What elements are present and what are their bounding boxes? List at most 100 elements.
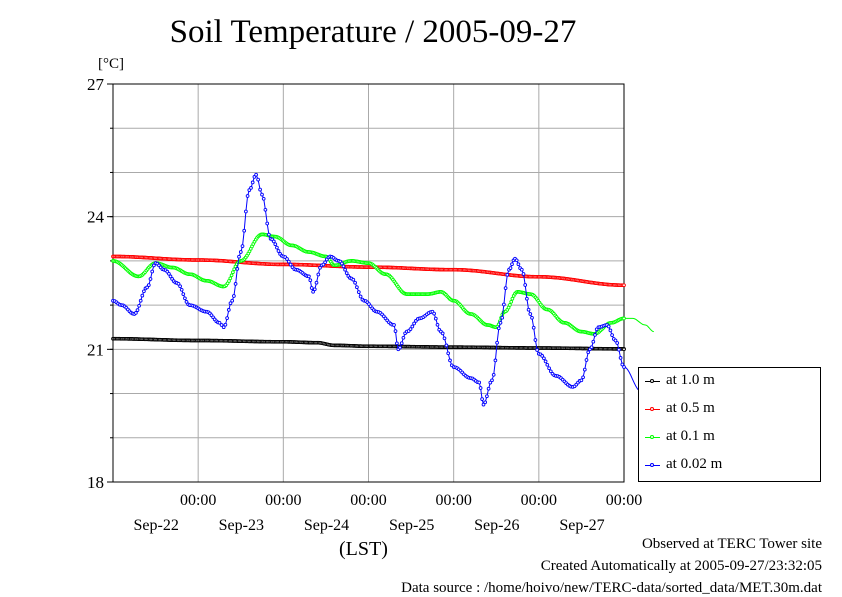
data-point — [358, 294, 363, 299]
data-point — [540, 354, 545, 358]
data-point — [579, 378, 584, 383]
data-point — [265, 221, 270, 226]
data-point — [254, 172, 258, 177]
y-tick-label: 24 — [87, 208, 105, 227]
data-point — [181, 292, 186, 296]
data-point — [150, 269, 155, 274]
legend-item-0-02m: at 0.02 m — [645, 456, 815, 476]
data-point — [412, 321, 416, 326]
data-point — [230, 298, 235, 303]
data-point — [145, 285, 149, 290]
data-point — [323, 260, 327, 265]
x-tick-time-label: 00:00 — [350, 492, 386, 509]
data-point — [312, 287, 317, 292]
data-point — [260, 192, 264, 197]
data-point — [356, 290, 361, 294]
x-tick-date-label: Sep-25 — [389, 517, 434, 534]
data-point — [545, 362, 550, 367]
data-point — [519, 267, 524, 272]
data-point — [245, 194, 250, 198]
data-point — [343, 267, 347, 272]
y-tick-label: 21 — [87, 340, 104, 359]
data-point — [478, 386, 483, 390]
data-point — [314, 280, 319, 285]
data-point — [228, 276, 233, 281]
data-point — [498, 320, 503, 325]
data-point — [617, 347, 621, 352]
y-axis-unit-label: [°C] — [98, 56, 124, 72]
data-point — [442, 336, 447, 341]
data-point — [311, 289, 315, 294]
data-point — [316, 272, 321, 277]
data-point — [502, 302, 506, 307]
data-point — [533, 338, 538, 342]
data-point — [238, 250, 243, 254]
data-point — [351, 277, 356, 282]
data-point — [288, 262, 293, 267]
data-point — [521, 272, 526, 276]
legend-label: at 0.1 m — [666, 428, 715, 444]
x-tick-date-label: Sep-22 — [134, 517, 179, 534]
data-point — [528, 312, 533, 316]
data-point — [491, 372, 496, 377]
data-point — [505, 272, 510, 277]
data-point — [496, 326, 501, 331]
data-point — [232, 294, 236, 298]
chart-title: Soil Temperature / 2005-09-27 — [169, 14, 577, 50]
data-point — [523, 283, 528, 287]
data-point — [226, 308, 231, 312]
data-point — [142, 289, 146, 294]
data-point — [586, 350, 591, 355]
x-tick-date-label: Sep-26 — [474, 517, 519, 534]
data-point — [584, 358, 589, 362]
data-point — [235, 267, 240, 271]
data-point — [622, 316, 626, 321]
data-point — [137, 303, 141, 308]
x-tick-time-label: 00:00 — [606, 492, 642, 509]
x-tick-time-label: 00:00 — [180, 492, 216, 509]
data-point — [275, 245, 279, 250]
data-point — [240, 244, 245, 248]
data-point — [168, 274, 173, 279]
data-point — [582, 367, 587, 372]
data-point — [309, 286, 314, 290]
data-point — [263, 207, 268, 212]
footer-source: Data source : /home/hoivo/new/TERC-data/… — [401, 580, 822, 596]
data-point — [152, 263, 156, 268]
footer-created: Created Automatically at 2005-09-27/23:3… — [540, 558, 822, 574]
data-point — [530, 315, 534, 320]
data-point — [446, 351, 451, 356]
data-point — [525, 296, 529, 301]
data-point — [148, 277, 153, 281]
data-point — [490, 378, 494, 383]
legend-label: at 0.02 m — [666, 456, 723, 472]
data-point — [448, 358, 452, 363]
data-point — [485, 394, 489, 399]
footer-observed: Observed at TERC Tower site — [641, 536, 822, 552]
data-point — [242, 228, 247, 233]
legend-item-1m: at 1.0 m — [645, 372, 815, 392]
data-point — [510, 296, 515, 301]
data-point — [526, 307, 531, 312]
x-tick-date-label: Sep-23 — [219, 517, 264, 534]
data-point — [516, 262, 521, 267]
data-point — [543, 359, 548, 364]
data-point — [486, 386, 491, 391]
legend: at 1.0 m at 0.5 m at 0.1 m at 0.02 m — [638, 367, 821, 482]
x-axis-label: (LST) — [339, 538, 388, 560]
data-point — [273, 242, 278, 247]
data-point — [433, 316, 438, 321]
data-point — [146, 283, 151, 287]
data-point — [481, 402, 486, 407]
legend-label: at 0.5 m — [666, 400, 715, 416]
legend-item-0-5m: at 0.5 m — [645, 400, 815, 420]
data-point — [608, 328, 613, 333]
data-point — [622, 283, 626, 288]
data-point — [410, 324, 415, 329]
data-point — [340, 261, 344, 266]
data-point — [140, 293, 145, 298]
data-point — [244, 209, 248, 214]
data-point — [610, 333, 614, 337]
data-point — [286, 259, 291, 264]
data-point — [591, 339, 596, 344]
